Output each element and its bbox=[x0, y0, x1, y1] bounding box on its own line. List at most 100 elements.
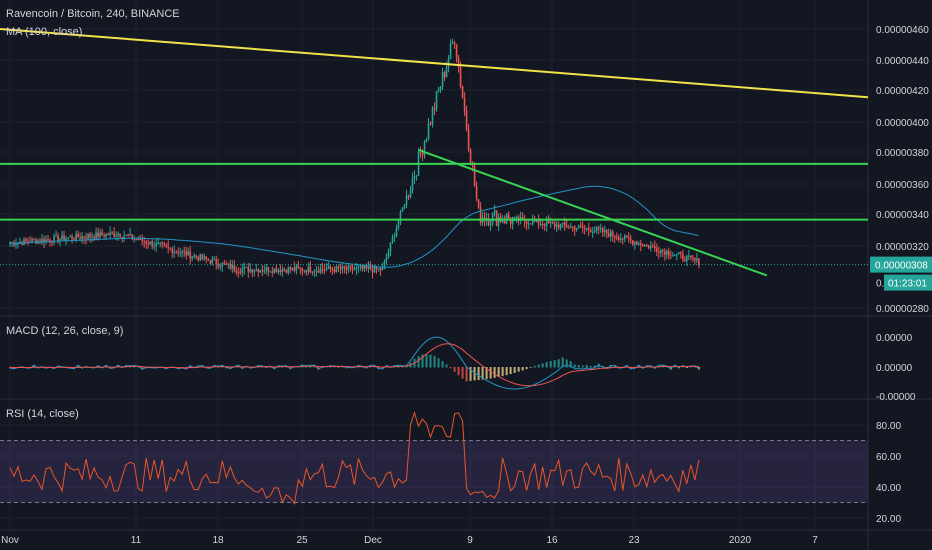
price-pane[interactable] bbox=[0, 28, 869, 279]
candle-body bbox=[353, 269, 356, 271]
candle-body bbox=[601, 228, 604, 233]
macd-histogram-bar bbox=[437, 358, 440, 368]
candle-body bbox=[690, 255, 692, 258]
candle-body bbox=[129, 233, 131, 236]
price-tick-label: 0.00000460 bbox=[876, 25, 929, 36]
rsi-indicator-label: RSI (14, close) bbox=[6, 408, 79, 420]
candle-body bbox=[429, 123, 432, 125]
time-tick-label: Nov bbox=[1, 535, 19, 546]
candle-body bbox=[345, 268, 348, 270]
candle-body bbox=[615, 237, 618, 239]
candle-body bbox=[551, 222, 554, 224]
candle-body bbox=[249, 269, 252, 272]
rsi-tick-label: 80.00 bbox=[876, 421, 901, 432]
candle-body bbox=[447, 58, 450, 68]
candle-body bbox=[287, 267, 290, 273]
candle-body bbox=[359, 266, 362, 268]
candle-body bbox=[201, 254, 204, 259]
candle-body bbox=[686, 255, 688, 262]
candle-body bbox=[649, 246, 652, 249]
macd-indicator-label: MACD (12, 26, close, 9) bbox=[6, 325, 124, 337]
price-tick-label: 0.00000440 bbox=[876, 56, 929, 67]
candle-body bbox=[541, 224, 544, 226]
candle-body bbox=[263, 270, 266, 272]
candle-body bbox=[211, 259, 214, 264]
candle-body bbox=[664, 250, 666, 255]
macd-tick-label: 0.00000 bbox=[876, 363, 913, 374]
candle-body bbox=[445, 67, 448, 78]
candle-body bbox=[349, 265, 352, 267]
candle-body bbox=[603, 229, 606, 233]
candle-body bbox=[651, 246, 654, 248]
candle-body bbox=[493, 210, 496, 213]
candle-body bbox=[15, 244, 17, 246]
candle-body bbox=[121, 237, 123, 239]
candle-body bbox=[579, 225, 582, 227]
ma-line bbox=[9, 185, 699, 268]
candle-body bbox=[692, 257, 694, 259]
candle-body bbox=[527, 223, 530, 225]
last-price-badge bbox=[870, 256, 932, 273]
candle-body bbox=[666, 251, 668, 255]
candle-body bbox=[307, 266, 310, 273]
candle-body bbox=[261, 270, 264, 272]
candle-body bbox=[245, 266, 248, 268]
rsi-pane[interactable] bbox=[0, 411, 868, 506]
candle-body bbox=[335, 266, 338, 272]
macd-histogram-bar bbox=[537, 364, 540, 368]
candle-body bbox=[91, 236, 93, 238]
candle-body bbox=[647, 245, 650, 249]
ma-indicator-label: MA (100, close) bbox=[6, 26, 83, 38]
candle-body bbox=[575, 228, 578, 231]
candle-body bbox=[625, 235, 628, 238]
candle-body bbox=[55, 235, 57, 237]
candle-body bbox=[385, 257, 388, 262]
candle-body bbox=[676, 253, 678, 255]
candle-body bbox=[175, 251, 178, 253]
candle-body bbox=[23, 239, 25, 245]
candle-body bbox=[131, 233, 133, 239]
candle-body bbox=[253, 270, 256, 273]
candle-body bbox=[437, 90, 440, 92]
candle-body bbox=[325, 268, 328, 271]
candle-body bbox=[662, 250, 664, 252]
time-tick-label: 23 bbox=[628, 535, 640, 546]
candle-body bbox=[43, 238, 45, 243]
candle-body bbox=[435, 91, 438, 110]
candle-body bbox=[181, 251, 184, 253]
macd-histogram-bar bbox=[549, 361, 552, 368]
candle-body bbox=[521, 217, 524, 219]
macd-histogram-bar bbox=[585, 365, 588, 368]
candle-body bbox=[153, 245, 155, 247]
candle-body bbox=[299, 267, 302, 269]
rsi-tick-label: 40.00 bbox=[876, 483, 901, 494]
candle-body bbox=[421, 153, 424, 156]
candle-body bbox=[185, 251, 188, 256]
candle-body bbox=[257, 269, 260, 273]
candle-body bbox=[469, 149, 472, 164]
macd-histogram-bar bbox=[509, 367, 512, 375]
candle-body bbox=[59, 238, 61, 242]
macd-histogram-bar bbox=[309, 366, 312, 368]
candle-body bbox=[115, 235, 117, 237]
candle-body bbox=[557, 224, 560, 228]
macd-line bbox=[9, 336, 700, 390]
candle-body bbox=[413, 176, 416, 179]
candle-body bbox=[197, 257, 200, 261]
candle-body bbox=[381, 267, 384, 271]
candle-body bbox=[571, 226, 574, 228]
macd-pane[interactable] bbox=[9, 336, 700, 390]
candle-body bbox=[219, 266, 222, 268]
candle-body bbox=[265, 267, 268, 271]
candle-body bbox=[269, 271, 272, 273]
macd-histogram-bar bbox=[337, 367, 340, 368]
candle-body bbox=[503, 220, 506, 224]
candle-body bbox=[193, 255, 196, 257]
macd-histogram-bar bbox=[637, 364, 640, 368]
candle-body bbox=[688, 255, 690, 257]
candle-body bbox=[57, 235, 59, 242]
candle-body bbox=[343, 266, 346, 269]
macd-histogram-bar bbox=[521, 367, 524, 371]
